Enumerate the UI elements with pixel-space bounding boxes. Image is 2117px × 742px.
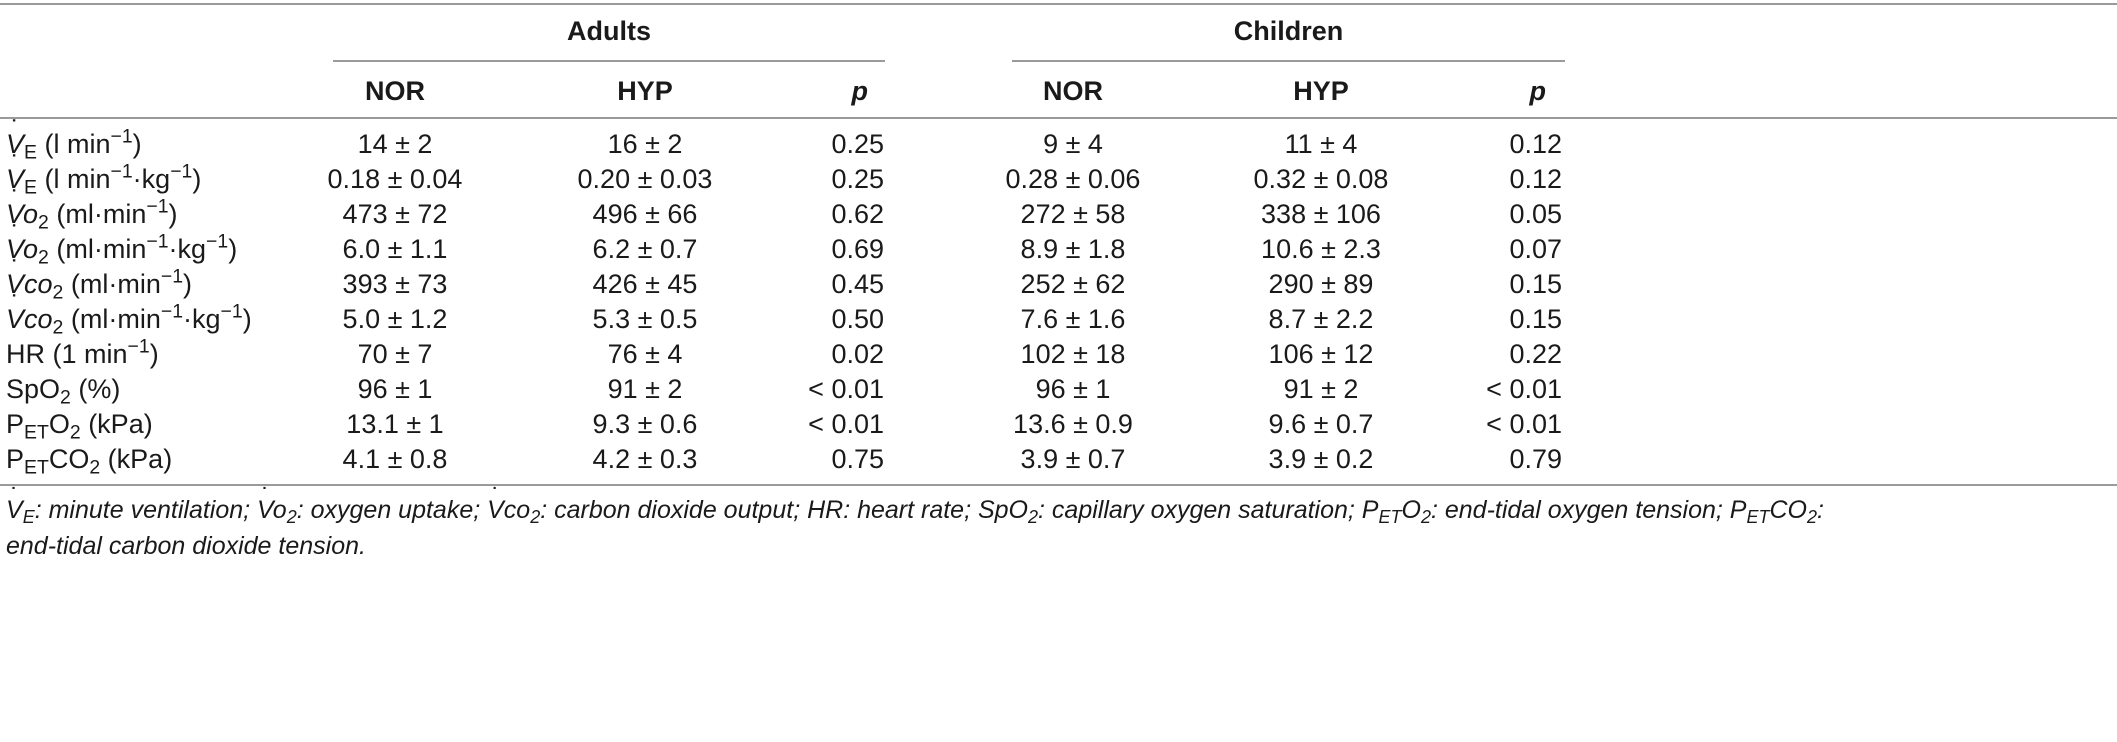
cell-children-hyp: 106 ± 12 (1268, 339, 1374, 369)
cell-adults-p: 0.50 (831, 304, 884, 334)
cell-children-nor: 102 ± 18 (1020, 339, 1126, 369)
cell-adults-hyp: 76 ± 4 (607, 339, 683, 369)
cell-adults-hyp: 496 ± 66 (592, 199, 698, 229)
cell-adults-p: 0.69 (831, 234, 884, 264)
cell-adults-nor: 96 ± 1 (357, 374, 433, 404)
cell-children-hyp: 9.6 ± 0.7 (1268, 409, 1374, 439)
cell-children-hyp: 11 ± 4 (1284, 129, 1358, 159)
row-label-ve: VE (l min−1) (6, 113, 142, 162)
cell-adults-hyp: 5.3 ± 0.5 (592, 304, 698, 334)
cell-adults-p: 0.62 (831, 199, 884, 229)
cell-children-nor: 0.28 ± 0.06 (1005, 164, 1141, 194)
cell-children-hyp: 91 ± 2 (1283, 374, 1359, 404)
cell-children-nor: 13.6 ± 0.9 (1013, 409, 1133, 439)
cell-adults-hyp: 9.3 ± 0.6 (592, 409, 698, 439)
bottom-rule (0, 484, 2117, 486)
cell-adults-hyp: 6.2 ± 0.7 (592, 234, 698, 264)
cell-adults-nor: 6.0 ± 1.1 (342, 234, 448, 264)
cell-adults-nor: 70 ± 7 (357, 339, 433, 369)
cell-adults-p: 0.25 (831, 164, 884, 194)
cell-children-hyp: 338 ± 106 (1261, 199, 1381, 229)
cell-children-p: 0.15 (1509, 304, 1562, 334)
cell-children-p: 0.07 (1509, 234, 1562, 264)
cell-children-nor: 272 ± 58 (1020, 199, 1126, 229)
row-label-vo2: Vo2 (ml·min−1) (6, 183, 178, 232)
cell-adults-p: 0.75 (831, 444, 884, 474)
cell-children-p: 0.79 (1509, 444, 1562, 474)
table-footnote: VE: minute ventilation; Vo2: oxygen upta… (6, 479, 2111, 564)
cell-adults-hyp: 426 ± 45 (592, 269, 698, 299)
col-header-children-p: p (1529, 76, 1547, 106)
cell-adults-hyp: 91 ± 2 (607, 374, 683, 404)
cell-children-p: < 0.01 (1486, 409, 1562, 439)
cell-children-nor: 96 ± 1 (1035, 374, 1111, 404)
adults-group-rule (333, 60, 885, 62)
cell-adults-hyp: 0.20 ± 0.03 (577, 164, 713, 194)
col-header-adults-hyp: HYP (617, 76, 673, 106)
cell-adults-p: 0.25 (831, 129, 884, 159)
cell-children-hyp: 3.9 ± 0.2 (1268, 444, 1374, 474)
cell-adults-nor: 473 ± 72 (342, 199, 448, 229)
cell-children-p: 0.15 (1509, 269, 1562, 299)
cell-children-p: 0.12 (1509, 129, 1562, 159)
cell-children-nor: 252 ± 62 (1020, 269, 1126, 299)
cell-children-p: 0.12 (1509, 164, 1562, 194)
cell-children-hyp: 8.7 ± 2.2 (1268, 304, 1374, 334)
group-header-children: Children (1233, 16, 1344, 46)
header-rule (0, 117, 2117, 119)
row-label-peto2: PETO2 (kPa) (6, 409, 153, 444)
col-header-children-hyp: HYP (1293, 76, 1349, 106)
children-group-rule (1012, 60, 1565, 62)
cell-children-nor: 3.9 ± 0.7 (1020, 444, 1126, 474)
cell-adults-nor: 13.1 ± 1 (346, 409, 444, 439)
cell-children-nor: 8.9 ± 1.8 (1020, 234, 1126, 264)
cell-children-p: 0.22 (1509, 339, 1562, 369)
col-header-children-nor: NOR (1043, 76, 1103, 106)
col-header-adults-nor: NOR (365, 76, 425, 106)
cell-adults-p: 0.45 (831, 269, 884, 299)
cell-children-hyp: 0.32 ± 0.08 (1253, 164, 1389, 194)
cell-adults-nor: 5.0 ± 1.2 (342, 304, 448, 334)
cell-adults-nor: 0.18 ± 0.04 (327, 164, 463, 194)
col-header-adults-p: p (851, 76, 869, 106)
cell-adults-nor: 393 ± 73 (342, 269, 448, 299)
cell-children-p: 0.05 (1509, 199, 1562, 229)
cell-adults-hyp: 16 ± 2 (607, 129, 683, 159)
cell-adults-p: < 0.01 (808, 374, 884, 404)
cell-adults-hyp: 4.2 ± 0.3 (592, 444, 698, 474)
cell-children-nor: 7.6 ± 1.6 (1020, 304, 1126, 334)
top-rule (0, 3, 2117, 5)
row-label-vco2: Vco2 (ml·min−1) (6, 253, 192, 302)
cell-children-nor: 9 ± 4 (1043, 129, 1103, 159)
cell-children-hyp: 290 ± 89 (1268, 269, 1374, 299)
group-header-adults: Adults (567, 16, 651, 46)
cell-adults-nor: 14 ± 2 (357, 129, 433, 159)
row-label-vo2-kg: Vo2 (ml·min−1·kg−1) (6, 218, 237, 267)
row-label-spo2: SpO2 (%) (6, 374, 121, 409)
cell-children-hyp: 10.6 ± 2.3 (1261, 234, 1381, 264)
cell-children-p: < 0.01 (1486, 374, 1562, 404)
cell-adults-p: 0.02 (831, 339, 884, 369)
row-label-petco2: PETCO2 (kPa) (6, 444, 173, 479)
row-label-hr: HR (1 min−1) (6, 335, 159, 369)
cell-adults-p: < 0.01 (808, 409, 884, 439)
row-label-vco2-kg: Vco2 (ml·min−1·kg−1) (6, 288, 252, 337)
cell-adults-nor: 4.1 ± 0.8 (342, 444, 448, 474)
row-label-ve-kg: VE (l min−1·kg−1) (6, 148, 201, 197)
